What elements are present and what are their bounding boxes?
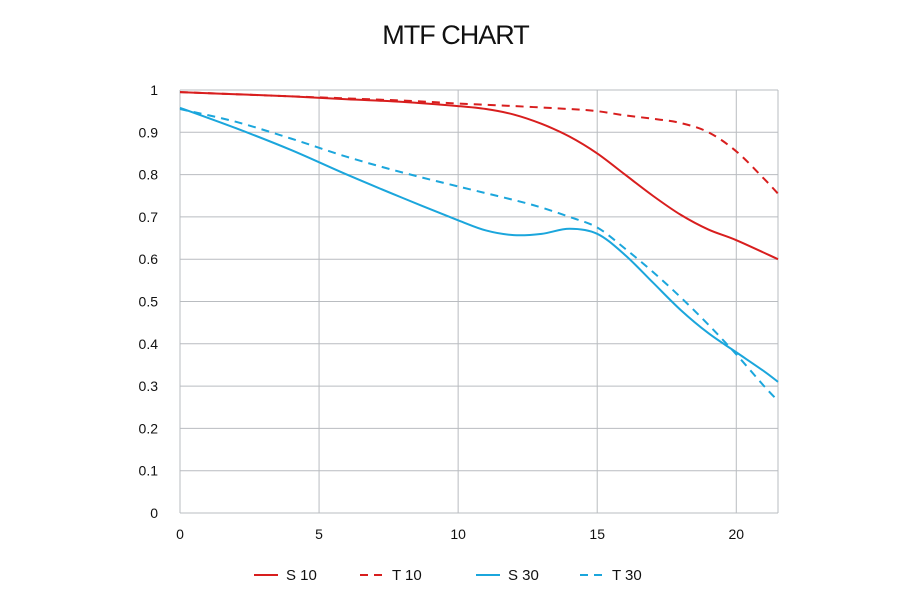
y-tick-label: 0.6 — [139, 251, 159, 267]
series-line-t-10 — [179, 91, 779, 195]
x-tick-label: 20 — [728, 526, 744, 542]
legend-label-t-30: T 30 — [612, 567, 642, 584]
y-tick-label: 0.9 — [139, 124, 159, 140]
legend-label-s-10: S 10 — [286, 567, 317, 584]
series-line-s-30 — [179, 106, 779, 383]
legend-label-s-30: S 30 — [508, 567, 539, 584]
y-tick-label: 0.2 — [139, 420, 159, 436]
legend-label-t-10: T 10 — [392, 567, 422, 584]
x-tick-label: 15 — [589, 526, 605, 542]
legend: S 10 T 10 S 30 T 30 — [254, 567, 642, 584]
y-tick-label: 0 — [150, 505, 158, 521]
series-line-t-30 — [179, 108, 779, 402]
y-tick-label: 0.4 — [139, 336, 159, 352]
x-tick-label: 0 — [176, 526, 184, 542]
y-tick-label: 1 — [150, 82, 158, 98]
chart-title: MTF CHART — [382, 20, 530, 50]
y-tick-label: 0.8 — [139, 167, 159, 183]
axis-labels-layer: 00.10.20.30.40.50.60.70.80.910 5 10 15 20 — [139, 82, 745, 542]
series-line-s-10 — [179, 91, 779, 261]
series-layer — [179, 91, 779, 402]
x-tick-label: 5 — [315, 526, 323, 542]
x-tick-label: 10 — [450, 526, 466, 542]
y-tick-label: 0.3 — [139, 378, 159, 394]
y-tick-label: 0.1 — [139, 463, 159, 479]
grid-layer — [179, 89, 779, 514]
y-tick-label: 0.5 — [139, 294, 159, 310]
y-tick-label: 0.7 — [139, 209, 159, 225]
